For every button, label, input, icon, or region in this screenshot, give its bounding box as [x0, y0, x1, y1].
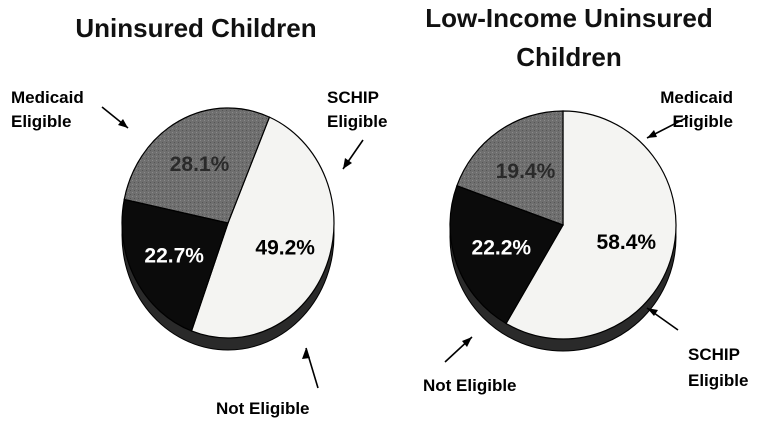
right-pie: 58.4% 22.2% 19.4% — [449, 110, 677, 352]
left-label-medicaid-line1: Medicaid — [11, 88, 84, 107]
left-arrowhead-medicaid — [118, 119, 128, 128]
right-slice-schip — [449, 184, 564, 325]
right-arrowhead-medicaid — [647, 130, 657, 138]
left-slice-not-eligible — [123, 107, 271, 224]
left-pie: 49.2% 22.7% 28.1% — [121, 107, 335, 351]
right-label-schip-line1: SCHIP — [688, 345, 740, 364]
left-label-schip: SCHIP Eligible — [327, 88, 387, 131]
right-label-schip-line2: Eligible — [688, 371, 748, 390]
left-pct-schip: 22.7% — [144, 244, 204, 267]
right-label-schip: SCHIP Eligible — [688, 345, 748, 390]
right-label-medicaid-line1: Medicaid — [660, 88, 733, 107]
left-pct-not-eligible: 28.1% — [170, 153, 230, 176]
right-label-medicaid-line2: Eligible — [673, 112, 733, 131]
left-label-not-eligible: Not Eligible — [216, 399, 310, 418]
right-slice-not-eligible — [456, 110, 564, 226]
left-label-schip-line1: SCHIP — [327, 88, 379, 107]
right-label-not-eligible: Not Eligible — [423, 376, 517, 395]
left-arrowhead-not-eligible — [302, 348, 310, 359]
right-chart-title-line2: Children — [516, 42, 621, 72]
left-slice-schip — [121, 198, 229, 332]
left-label-medicaid-line2: Eligible — [11, 112, 71, 131]
right-label-medicaid: Medicaid Eligible — [660, 88, 733, 131]
right-pie-chart: Low-Income Uninsured Children 58.4% 22.2%… — [423, 3, 748, 395]
right-arrowhead-not-eligible — [462, 337, 472, 347]
left-label-schip-line2: Eligible — [327, 112, 387, 131]
left-slice-medicaid — [190, 116, 335, 339]
right-pct-medicaid: 58.4% — [597, 231, 657, 254]
left-pct-medicaid: 49.2% — [255, 237, 315, 260]
left-chart-title: Uninsured Children — [75, 13, 316, 43]
right-slice-medicaid — [505, 110, 677, 340]
right-pct-not-eligible: 19.4% — [496, 160, 556, 183]
right-chart-title-line1: Low-Income Uninsured — [425, 3, 712, 33]
right-arrowhead-schip — [647, 308, 658, 316]
left-pie-chart: Uninsured Children 49.2% 22.7% 28.1% Medic… — [11, 13, 387, 418]
right-pct-schip: 22.2% — [472, 236, 532, 259]
left-label-medicaid: Medicaid Eligible — [11, 88, 84, 131]
left-arrowhead-schip — [343, 158, 352, 169]
